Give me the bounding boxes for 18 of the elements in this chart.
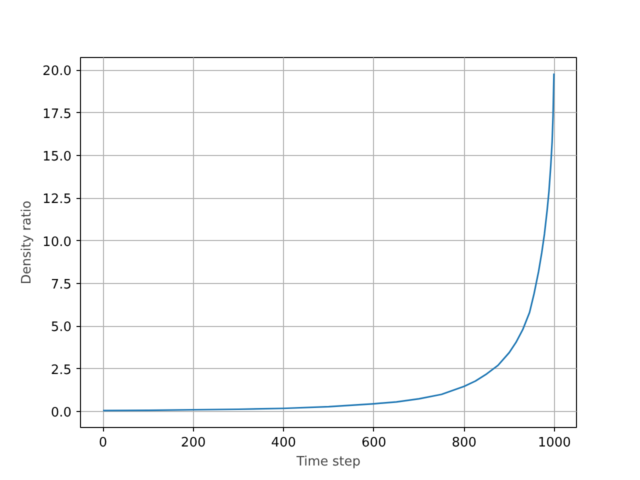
- y-tick-label: 20.0: [42, 64, 72, 80]
- y-axis-title: Density ratio: [20, 200, 35, 284]
- x-tick-label: 1000: [538, 436, 571, 450]
- x-tick-label: 600: [361, 436, 386, 450]
- x-tick-label: 200: [180, 436, 206, 450]
- x-tick-label: 800: [452, 436, 477, 450]
- y-tick-label: 7.5: [50, 277, 72, 292]
- x-tick-label: 0: [98, 436, 108, 450]
- y-tick-label: 2.5: [50, 362, 72, 378]
- y-tick-label: 5.0: [50, 320, 72, 336]
- x-axis-title: Time step: [295, 454, 361, 470]
- y-tick-label: 12.5: [42, 192, 72, 208]
- x-tick-label: 400: [271, 436, 296, 450]
- y-tick-label: 15.0: [42, 149, 72, 164]
- y-tick-label: 0.0: [50, 405, 72, 420]
- y-tick-label: 17.5: [42, 106, 72, 122]
- line-series: [102, 72, 555, 412]
- y-tick-label: 10.0: [42, 234, 72, 250]
